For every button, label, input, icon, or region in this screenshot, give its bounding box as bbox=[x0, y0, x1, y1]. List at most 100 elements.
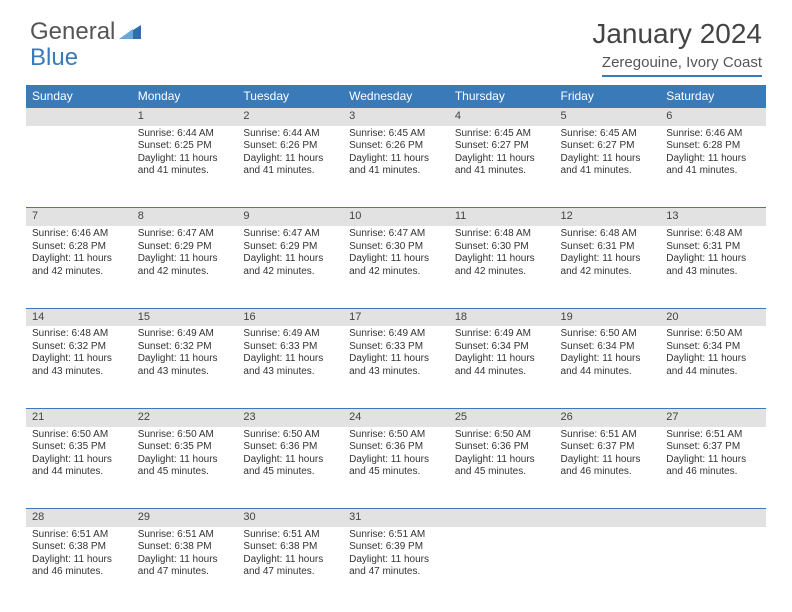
sunset-text: Sunset: 6:30 PM bbox=[455, 241, 549, 254]
day-cell: Sunrise: 6:47 AMSunset: 6:29 PMDaylight:… bbox=[132, 226, 238, 308]
day-cell: Sunrise: 6:50 AMSunset: 6:34 PMDaylight:… bbox=[555, 326, 661, 408]
location-wrap: Zeregouine, Ivory Coast bbox=[0, 52, 792, 77]
logo: General bbox=[30, 18, 143, 46]
day-number-cell: 12 bbox=[555, 208, 661, 226]
day-cell: Sunrise: 6:51 AMSunset: 6:39 PMDaylight:… bbox=[343, 527, 449, 609]
day-header-row: SundayMondayTuesdayWednesdayThursdayFrid… bbox=[26, 85, 766, 108]
day-number-cell: 7 bbox=[26, 208, 132, 226]
daylight-text: Daylight: 11 hours and 44 minutes. bbox=[455, 353, 549, 378]
month-title: January 2024 bbox=[592, 18, 762, 50]
sunrise-text: Sunrise: 6:49 AM bbox=[243, 328, 337, 341]
day-number-cell: 31 bbox=[343, 509, 449, 527]
daylight-text: Daylight: 11 hours and 41 minutes. bbox=[138, 153, 232, 178]
location: Zeregouine, Ivory Coast bbox=[602, 54, 762, 77]
daylight-text: Daylight: 11 hours and 44 minutes. bbox=[666, 353, 760, 378]
day-number-cell: 23 bbox=[237, 408, 343, 426]
title-block: January 2024 bbox=[592, 18, 762, 50]
day-number-cell: 18 bbox=[449, 308, 555, 326]
day-number-cell: 30 bbox=[237, 509, 343, 527]
daylight-text: Daylight: 11 hours and 46 minutes. bbox=[32, 554, 126, 579]
sunset-text: Sunset: 6:26 PM bbox=[243, 140, 337, 153]
sunset-text: Sunset: 6:35 PM bbox=[138, 441, 232, 454]
day-header: Tuesday bbox=[237, 85, 343, 108]
day-cell: Sunrise: 6:48 AMSunset: 6:32 PMDaylight:… bbox=[26, 326, 132, 408]
daylight-text: Daylight: 11 hours and 42 minutes. bbox=[561, 253, 655, 278]
sunset-text: Sunset: 6:39 PM bbox=[349, 541, 443, 554]
sunrise-text: Sunrise: 6:51 AM bbox=[32, 529, 126, 542]
sunrise-text: Sunrise: 6:48 AM bbox=[32, 328, 126, 341]
day-cell: Sunrise: 6:45 AMSunset: 6:27 PMDaylight:… bbox=[449, 126, 555, 208]
day-number-cell: 5 bbox=[555, 108, 661, 126]
sunrise-text: Sunrise: 6:50 AM bbox=[32, 429, 126, 442]
sunrise-text: Sunrise: 6:44 AM bbox=[138, 128, 232, 141]
day-number-cell: 16 bbox=[237, 308, 343, 326]
day-cell: Sunrise: 6:51 AMSunset: 6:37 PMDaylight:… bbox=[660, 427, 766, 509]
day-cell: Sunrise: 6:50 AMSunset: 6:36 PMDaylight:… bbox=[343, 427, 449, 509]
day-number-cell: 10 bbox=[343, 208, 449, 226]
daylight-text: Daylight: 11 hours and 42 minutes. bbox=[455, 253, 549, 278]
sunrise-text: Sunrise: 6:45 AM bbox=[455, 128, 549, 141]
sunset-text: Sunset: 6:29 PM bbox=[138, 241, 232, 254]
day-cell: Sunrise: 6:50 AMSunset: 6:35 PMDaylight:… bbox=[26, 427, 132, 509]
sunset-text: Sunset: 6:38 PM bbox=[32, 541, 126, 554]
day-number-cell: 24 bbox=[343, 408, 449, 426]
daynum-row: 21222324252627 bbox=[26, 408, 766, 426]
sunset-text: Sunset: 6:36 PM bbox=[243, 441, 337, 454]
logo-text-general: General bbox=[30, 18, 115, 46]
day-cell bbox=[660, 527, 766, 609]
logo-text-blue: Blue bbox=[30, 44, 78, 71]
sunrise-text: Sunrise: 6:50 AM bbox=[138, 429, 232, 442]
sunrise-text: Sunrise: 6:45 AM bbox=[561, 128, 655, 141]
day-number-cell bbox=[449, 509, 555, 527]
day-content-row: Sunrise: 6:51 AMSunset: 6:38 PMDaylight:… bbox=[26, 527, 766, 609]
day-cell: Sunrise: 6:46 AMSunset: 6:28 PMDaylight:… bbox=[660, 126, 766, 208]
sunrise-text: Sunrise: 6:51 AM bbox=[561, 429, 655, 442]
day-cell: Sunrise: 6:50 AMSunset: 6:35 PMDaylight:… bbox=[132, 427, 238, 509]
daylight-text: Daylight: 11 hours and 41 minutes. bbox=[243, 153, 337, 178]
sunset-text: Sunset: 6:31 PM bbox=[561, 241, 655, 254]
sunrise-text: Sunrise: 6:50 AM bbox=[666, 328, 760, 341]
daylight-text: Daylight: 11 hours and 46 minutes. bbox=[561, 454, 655, 479]
daylight-text: Daylight: 11 hours and 45 minutes. bbox=[455, 454, 549, 479]
day-content-row: Sunrise: 6:44 AMSunset: 6:25 PMDaylight:… bbox=[26, 126, 766, 208]
day-cell: Sunrise: 6:50 AMSunset: 6:36 PMDaylight:… bbox=[237, 427, 343, 509]
day-number-cell: 14 bbox=[26, 308, 132, 326]
day-header: Monday bbox=[132, 85, 238, 108]
day-cell: Sunrise: 6:44 AMSunset: 6:26 PMDaylight:… bbox=[237, 126, 343, 208]
day-cell: Sunrise: 6:51 AMSunset: 6:38 PMDaylight:… bbox=[132, 527, 238, 609]
sunset-text: Sunset: 6:29 PM bbox=[243, 241, 337, 254]
sunset-text: Sunset: 6:36 PM bbox=[455, 441, 549, 454]
day-cell: Sunrise: 6:48 AMSunset: 6:31 PMDaylight:… bbox=[555, 226, 661, 308]
daynum-row: 28293031 bbox=[26, 509, 766, 527]
daylight-text: Daylight: 11 hours and 41 minutes. bbox=[561, 153, 655, 178]
daylight-text: Daylight: 11 hours and 47 minutes. bbox=[243, 554, 337, 579]
day-cell: Sunrise: 6:51 AMSunset: 6:38 PMDaylight:… bbox=[237, 527, 343, 609]
sunset-text: Sunset: 6:33 PM bbox=[349, 341, 443, 354]
day-cell: Sunrise: 6:47 AMSunset: 6:30 PMDaylight:… bbox=[343, 226, 449, 308]
day-content-row: Sunrise: 6:46 AMSunset: 6:28 PMDaylight:… bbox=[26, 226, 766, 308]
daylight-text: Daylight: 11 hours and 45 minutes. bbox=[243, 454, 337, 479]
day-cell: Sunrise: 6:51 AMSunset: 6:38 PMDaylight:… bbox=[26, 527, 132, 609]
sunset-text: Sunset: 6:32 PM bbox=[32, 341, 126, 354]
sunrise-text: Sunrise: 6:49 AM bbox=[349, 328, 443, 341]
day-header: Sunday bbox=[26, 85, 132, 108]
sunset-text: Sunset: 6:34 PM bbox=[666, 341, 760, 354]
day-cell: Sunrise: 6:50 AMSunset: 6:34 PMDaylight:… bbox=[660, 326, 766, 408]
sunset-text: Sunset: 6:32 PM bbox=[138, 341, 232, 354]
sunset-text: Sunset: 6:37 PM bbox=[666, 441, 760, 454]
sunrise-text: Sunrise: 6:48 AM bbox=[561, 228, 655, 241]
day-content-row: Sunrise: 6:48 AMSunset: 6:32 PMDaylight:… bbox=[26, 326, 766, 408]
daylight-text: Daylight: 11 hours and 44 minutes. bbox=[561, 353, 655, 378]
day-cell: Sunrise: 6:51 AMSunset: 6:37 PMDaylight:… bbox=[555, 427, 661, 509]
sunset-text: Sunset: 6:38 PM bbox=[243, 541, 337, 554]
sunset-text: Sunset: 6:30 PM bbox=[349, 241, 443, 254]
sunset-text: Sunset: 6:26 PM bbox=[349, 140, 443, 153]
daylight-text: Daylight: 11 hours and 43 minutes. bbox=[138, 353, 232, 378]
day-number-cell: 26 bbox=[555, 408, 661, 426]
day-header: Friday bbox=[555, 85, 661, 108]
day-content-row: Sunrise: 6:50 AMSunset: 6:35 PMDaylight:… bbox=[26, 427, 766, 509]
day-number-cell: 19 bbox=[555, 308, 661, 326]
sunset-text: Sunset: 6:31 PM bbox=[666, 241, 760, 254]
day-number-cell: 9 bbox=[237, 208, 343, 226]
logo-triangle-icon bbox=[119, 21, 141, 44]
